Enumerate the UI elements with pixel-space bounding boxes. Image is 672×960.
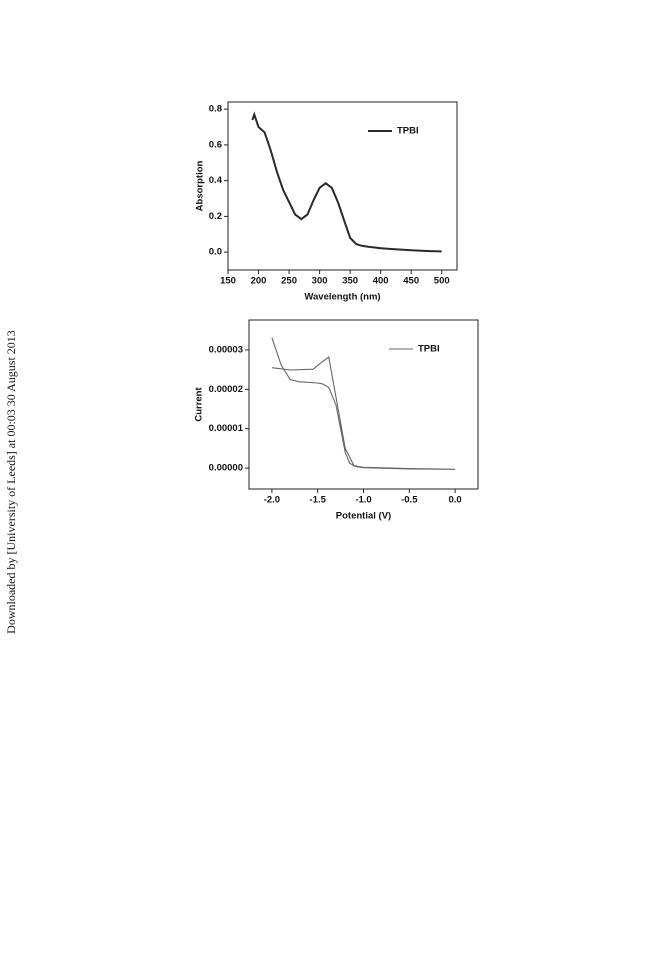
- x-tick-label: 200: [251, 276, 267, 287]
- download-note: Downloaded by [University of Leeds] at 0…: [4, 330, 18, 634]
- x-tick-label: 300: [312, 276, 328, 287]
- x-tick-label: -0.5: [401, 495, 418, 506]
- y-axis-label: Current: [194, 387, 205, 422]
- legend-label: TPBI: [418, 344, 440, 355]
- y-axis-label: Absorption: [195, 160, 206, 211]
- x-axis-label: Wavelength (nm): [304, 292, 380, 303]
- data-line: [251, 111, 442, 253]
- y-tick-label: 0.0: [209, 247, 222, 258]
- x-tick-label: 350: [342, 276, 358, 287]
- y-tick-label: 0.00000: [209, 463, 243, 474]
- y-tick-label: 0.00003: [209, 344, 243, 355]
- plot-frame: [227, 101, 458, 271]
- y-tick-label: 0.00001: [209, 423, 244, 434]
- x-axis-label: Potential (V): [336, 511, 391, 522]
- y-tick-label: 0.6: [209, 139, 222, 150]
- x-tick-label: 150: [220, 276, 236, 287]
- x-tick-label: -1.5: [310, 495, 327, 506]
- y-tick-label: 0.4: [209, 175, 223, 186]
- x-tick-label: -2.0: [264, 495, 280, 506]
- x-tick-label: 450: [403, 276, 419, 287]
- x-tick-label: -1.0: [355, 495, 371, 506]
- y-tick-label: 0.2: [209, 211, 222, 222]
- x-tick-label: 400: [373, 276, 389, 287]
- x-tick-label: 500: [434, 276, 450, 287]
- x-tick-label: 250: [281, 276, 297, 287]
- legend-label: TPBI: [397, 126, 419, 137]
- y-tick-label: 0.00002: [209, 384, 243, 395]
- x-tick-label: 0.0: [448, 495, 461, 506]
- data-line: [271, 337, 456, 470]
- y-tick-label: 0.8: [209, 104, 222, 115]
- plot-frame: [248, 319, 479, 490]
